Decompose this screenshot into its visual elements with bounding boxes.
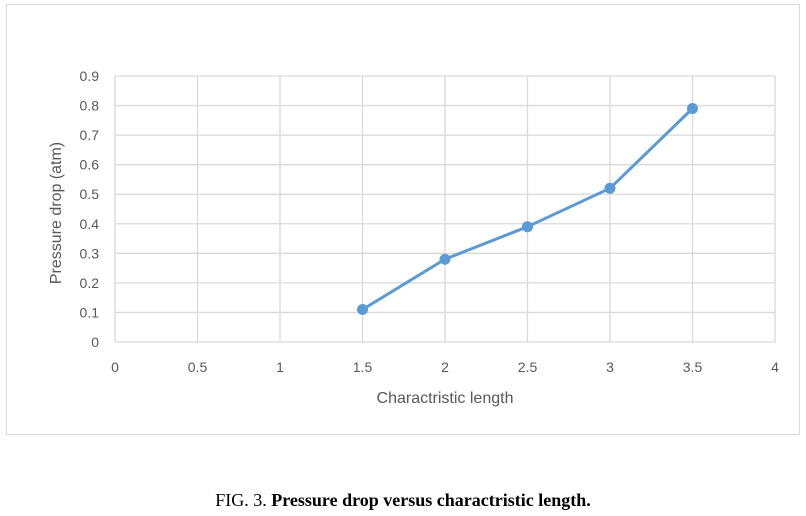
- data-point: [687, 103, 698, 115]
- y-tick-label: 0.8: [80, 98, 100, 114]
- y-tick-label: 0: [91, 334, 99, 350]
- x-tick-label: 0: [111, 359, 119, 375]
- y-tick-label: 0.2: [80, 275, 100, 291]
- x-tick-label: 3.5: [683, 359, 703, 375]
- figure-caption-prefix: FIG. 3.: [215, 490, 272, 510]
- y-tick-label: 0.4: [80, 216, 100, 232]
- y-tick-label: 0.6: [80, 157, 100, 173]
- data-point: [439, 253, 451, 265]
- gridlines: [114, 75, 776, 343]
- series: [357, 103, 698, 315]
- y-tick-label: 0.5: [80, 186, 100, 202]
- figure-caption: FIG. 3. Pressure drop versus charactrist…: [0, 490, 806, 511]
- x-tick-label: 2: [441, 359, 449, 375]
- data-point: [357, 303, 368, 315]
- y-axis-ticks: 0 0.1 0.2 0.3 0.4 0.5 0.6 0.7 0.8 0.9: [80, 68, 100, 350]
- chart-area: 0 0.5 1 1.5 2 2.5 3 3.5 4 0 0.1 0.2 0.3 0.4 0.5 0.6 0.7…: [6, 4, 800, 435]
- x-tick-label: 4: [771, 359, 779, 375]
- x-tick-label: 2.5: [518, 359, 538, 375]
- x-axis-title: Charactristic length: [377, 390, 514, 407]
- data-point: [604, 182, 616, 194]
- y-axis-title: Pressure drop (atm): [48, 142, 65, 284]
- x-tick-label: 1: [276, 359, 284, 375]
- y-tick-label: 0.3: [80, 245, 100, 261]
- x-tick-label: 1.5: [353, 359, 373, 375]
- y-tick-label: 0.7: [80, 127, 100, 143]
- x-tick-label: 0.5: [188, 359, 208, 375]
- line-chart: 0 0.5 1 1.5 2 2.5 3 3.5 4 0 0.1 0.2 0.3 0.4 0.5 0.6 0.7…: [48, 68, 779, 407]
- y-tick-label: 0.1: [80, 304, 100, 320]
- x-axis-ticks: 0 0.5 1 1.5 2 2.5 3 3.5 4: [111, 359, 779, 375]
- data-point: [522, 221, 533, 233]
- figure-caption-text: Pressure drop versus charactristic lengt…: [271, 490, 591, 510]
- y-tick-label: 0.9: [80, 68, 100, 84]
- x-tick-label: 3: [606, 359, 614, 375]
